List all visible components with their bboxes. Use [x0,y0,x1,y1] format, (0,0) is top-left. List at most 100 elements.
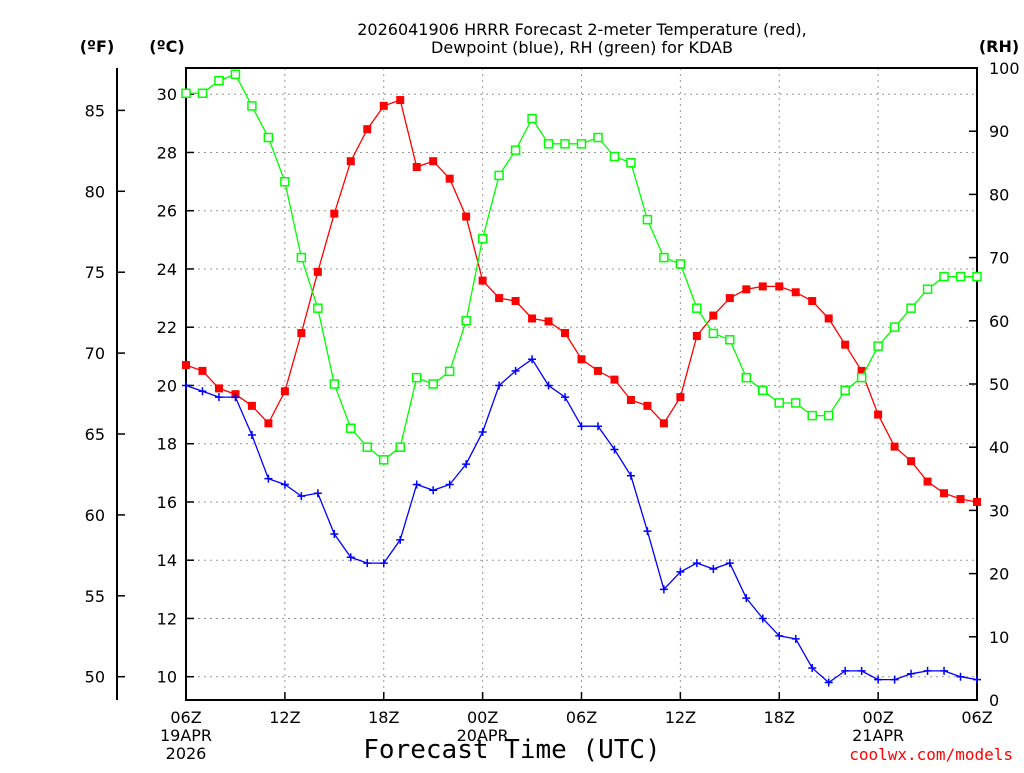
rh-point [725,335,735,345]
dewpoint-point [182,381,190,390]
rh-tick-label: 20 [989,565,1009,584]
2-meter-temperature-point [758,282,767,291]
dewpoint-point [280,480,289,489]
x-tick-label: 12Z [269,708,300,727]
dewpoint-point [396,535,405,544]
2-meter-temperature-point [593,366,602,375]
dewpoint-point [643,527,652,536]
rh-point [494,170,504,181]
2-meter-temperature-point [577,355,586,364]
plot-frame [185,67,978,701]
rh-tick-label: 100 [989,59,1020,78]
dewpoint-point [808,663,817,672]
x-tick-date-label: 19APR [160,726,212,745]
dewpoint-point [198,387,207,396]
2-meter-temperature-point [676,393,685,402]
rh-point [461,316,471,326]
2-meter-temperature-point [824,314,833,323]
2-meter-temperature-point [626,396,635,405]
fahrenheit-tick-label: 75 [85,263,105,282]
2-meter-temperature-point [363,125,372,134]
dewpoint-point [659,585,668,594]
chart-title-line1: 2026041906 HRRR Forecast 2-meter Tempera… [357,20,807,39]
rh-point [758,385,768,396]
rh-tick-label: 50 [989,375,1009,394]
fahrenheit-tick-label: 80 [85,182,105,201]
rh-point [708,328,719,339]
dewpoint-point [824,678,833,687]
dewpoint-point [445,480,454,489]
2-meter-temperature-point [214,384,223,393]
fahrenheit-tick-label: 50 [85,668,105,687]
rh-point [527,113,537,124]
rh-point [510,145,521,155]
2-meter-temperature-point [742,285,751,294]
dewpoint-point [330,529,339,538]
2-meter-temperature-point [264,419,273,428]
rh-tick-label: 10 [989,628,1009,647]
2-meter-temperature-point [874,410,883,419]
rh-point [889,322,900,332]
dewpoint-point [841,666,850,675]
rh-point [181,88,191,99]
2-meter-temperature-point [808,296,817,305]
dewpoint-point [231,393,240,402]
dewpoint-point [561,393,570,402]
dewpoint-point [462,460,471,469]
2-meter-temperature-point [528,314,537,323]
fahrenheit-tick-label: 85 [85,101,105,120]
x-tick-label: 00Z [862,708,893,727]
rh-point [955,271,966,282]
dewpoint-point [923,666,932,675]
dewpoint-point [725,559,734,568]
dewpoint-point [478,428,487,437]
dewpoint-point [890,675,899,684]
2-meter-temperature-point [610,375,619,384]
rh-point [214,75,224,86]
rh-point [774,398,784,408]
dewpoint-series [182,355,981,687]
rh-point [313,303,323,313]
dewpoint-point [940,666,949,675]
rh-point [362,442,373,452]
2-meter-temperature-point [923,477,932,486]
rh-point [296,252,307,263]
fahrenheit-unit-label: (ºF) [80,37,115,56]
2-meter-temperature-point [643,401,652,410]
series-layer [181,69,982,687]
x-tick-label: 18Z [368,708,399,727]
fahrenheit-tick-label: 55 [85,587,105,606]
dewpoint-point [775,631,784,640]
dewpoint-point [874,675,883,684]
rh-point [807,410,817,421]
rh-point [972,271,982,282]
2-meter-temperature-point [280,387,289,396]
rh-point [906,303,916,313]
chart-title-line2: Dewpoint (blue), RH (green) for KDAB [431,38,733,57]
dewpoint-point [676,567,685,576]
dewpoint-point [709,564,718,573]
rh-point [659,252,669,263]
dewpoint-point [610,445,619,454]
rh-point [576,139,587,149]
dewpoint-point [593,422,602,431]
2-meter-temperature-point [511,296,520,305]
rh-point [873,341,883,351]
dewpoint-point [577,422,586,431]
rh-tick-label: 90 [989,122,1009,141]
2-meter-temperature-point [725,294,734,303]
rh-point [379,455,389,465]
2-meter-temperature-point [544,317,553,326]
rh-unit-label: (RH) [979,37,1019,56]
2-meter-temperature-series [182,96,981,506]
celsius-tick-label: 10 [157,668,177,687]
dewpoint-point [758,614,767,623]
dewpoint-point [511,366,520,375]
2-meter-temperature-point [973,497,981,506]
x-tick-label: 06Z [170,708,201,727]
dewpoint-point [429,486,438,495]
rh-point [329,379,340,389]
rh-tick-label: 0 [989,691,999,710]
2-meter-temperature-point [478,276,487,285]
rh-point [197,88,208,99]
